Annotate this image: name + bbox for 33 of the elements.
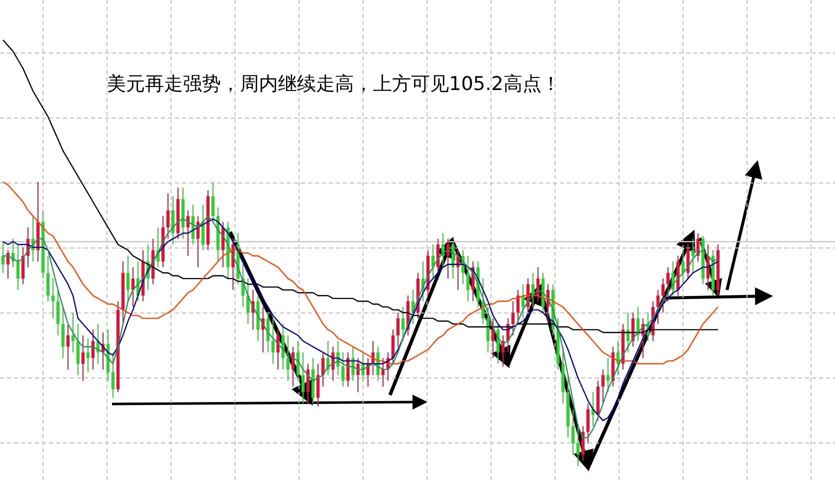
chart-title: 美元再走强势，周内继续走高，上方可见105.2高点！: [107, 73, 560, 95]
candlestick: [341, 352, 345, 387]
candlestick: [1, 241, 5, 274]
candlestick: [81, 334, 85, 382]
candlestick: [86, 338, 90, 373]
candlestick: [111, 352, 115, 398]
candlestick: [491, 318, 495, 359]
candlestick: [56, 289, 60, 336]
candlestick: [661, 278, 665, 314]
candlestick: [601, 368, 605, 404]
candlestick: [16, 244, 20, 290]
candlestick: [286, 334, 290, 382]
candlestick: [666, 266, 670, 302]
candlestick: [51, 278, 55, 319]
candlestick: [301, 352, 305, 404]
candlestick: [606, 358, 610, 393]
candlestick: [656, 289, 660, 324]
candlestick: [396, 312, 400, 348]
candlestick: [166, 192, 170, 240]
candlestick: [466, 255, 470, 302]
candlestick: [401, 306, 405, 342]
candlestick: [76, 324, 80, 376]
candlestick: [211, 182, 215, 222]
candlestick: [691, 238, 695, 274]
candlestick: [511, 300, 515, 336]
candlestick: [271, 318, 275, 364]
candlestick: [586, 403, 590, 444]
candlestick: [126, 255, 130, 302]
candlestick: [46, 255, 50, 302]
candlestick: [61, 306, 65, 359]
candlestick: [576, 426, 580, 466]
candlestick: [66, 324, 70, 370]
candlestick: [571, 408, 575, 456]
